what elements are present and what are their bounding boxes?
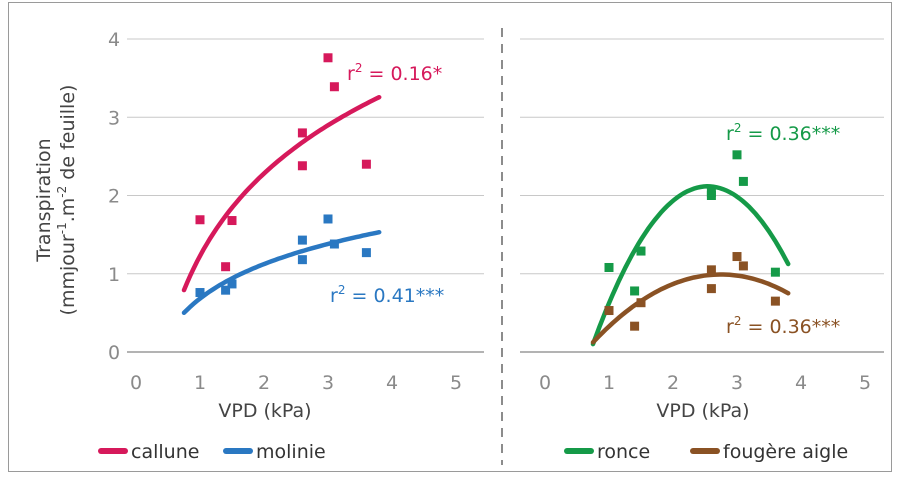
y-axis-title-line1: Transpiration (33, 138, 55, 262)
y-tick-label: 4 (108, 29, 120, 51)
y-tick-label: 3 (108, 107, 120, 129)
fit-line-callune (181, 94, 382, 293)
fit-line-molinie (181, 229, 382, 316)
left-x-tick-label: 0 (130, 372, 142, 394)
data-point-molinie (297, 255, 307, 265)
data-point-molinie (323, 214, 333, 224)
legend-fougere: fougère aigle (690, 441, 848, 463)
data-point-molinie (221, 285, 231, 295)
data-point-molinie (195, 288, 205, 298)
data-point-fougreaigle (706, 265, 716, 275)
left-x-tick-label: 5 (450, 372, 462, 394)
data-point-callune (227, 216, 237, 226)
right-x-tick-label: 1 (603, 372, 615, 394)
y-tick-label: 1 (108, 264, 120, 286)
x-axis-title-right: VPD (kPa) (656, 400, 749, 422)
data-point-callune (329, 82, 339, 92)
data-point-fougreaigle (770, 296, 780, 306)
data-point-fougreaigle (732, 252, 742, 262)
right-x-tick-label: 2 (667, 372, 679, 394)
data-point-molinie (227, 279, 237, 289)
data-point-ronce (738, 176, 748, 186)
data-point-fougreaigle (738, 261, 748, 271)
r2-molinie: r2 = 0.41*** (330, 283, 444, 307)
data-point-ronce (604, 262, 614, 272)
data-point-ronce (732, 150, 742, 160)
y-tick-label: 0 (108, 342, 120, 364)
data-point-callune (323, 53, 333, 63)
data-point-ronce (630, 286, 640, 296)
left-x-tick-label: 1 (194, 372, 206, 394)
right-x-tick-label: 4 (795, 372, 807, 394)
fit-line-fougreaigle (590, 272, 791, 345)
right-x-tick-label: 0 (539, 372, 551, 394)
left-x-tick-label: 2 (258, 372, 270, 394)
data-point-fougreaigle (604, 306, 614, 316)
data-point-ronce (770, 267, 780, 277)
x-axis-title-left: VPD (kPa) (218, 400, 311, 422)
data-point-callune (297, 161, 307, 171)
legend-label-ronce: ronce (597, 441, 650, 463)
data-point-molinie (361, 248, 371, 258)
data-point-fougreaigle (706, 284, 716, 294)
right-panel: 0 1 2 3 4 5 (520, 38, 884, 394)
legend-label-callune: callune (131, 441, 199, 463)
data-point-callune (361, 159, 371, 169)
y-tick-label: 2 (108, 186, 120, 208)
legend-ronce: ronce (564, 441, 650, 463)
data-point-molinie (297, 235, 307, 245)
data-point-molinie (329, 239, 339, 249)
fit-line-ronce (590, 184, 791, 347)
left-x-tick-label: 4 (386, 372, 398, 394)
data-point-callune (195, 215, 205, 225)
data-point-callune (297, 128, 307, 138)
data-point-ronce (636, 246, 646, 256)
legend-label-fougere: fougère aigle (723, 441, 848, 463)
right-x-tick-label: 3 (731, 372, 743, 394)
y-axis-title-line2: (mmjour-1.m-2 de feuille) (55, 85, 79, 316)
r2-callune: r2 = 0.16* (347, 61, 442, 85)
right-x-tick-label: 5 (859, 372, 871, 394)
data-point-callune (221, 262, 231, 272)
legend-label-molinie: molinie (256, 441, 326, 463)
data-point-fougreaigle (636, 298, 646, 308)
r2-fougere: r2 = 0.36*** (726, 314, 840, 338)
left-x-tick-label: 3 (322, 372, 334, 394)
data-point-fougreaigle (630, 321, 640, 331)
chart-frame (8, 2, 892, 472)
legend-callune: callune (98, 441, 199, 463)
legend-molinie: molinie (223, 441, 326, 463)
data-point-ronce (706, 191, 716, 200)
r2-ronce: r2 = 0.36*** (726, 121, 840, 145)
left-panel: 0 1 2 3 4 0 1 2 3 4 5 (108, 29, 484, 394)
